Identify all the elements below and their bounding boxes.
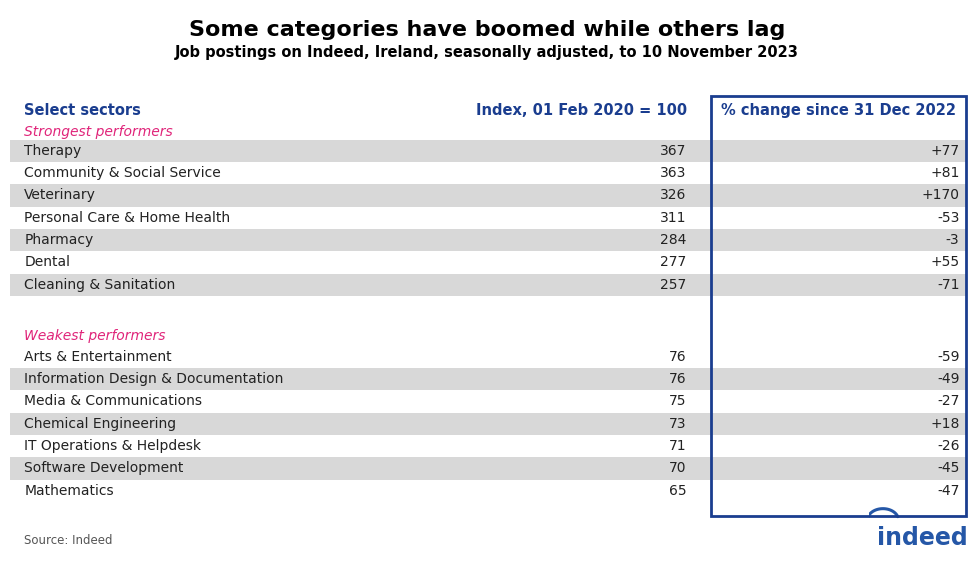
Text: IT Operations & Helpdesk: IT Operations & Helpdesk	[24, 439, 202, 453]
Text: indeed: indeed	[877, 526, 967, 550]
Text: Personal Care & Home Health: Personal Care & Home Health	[24, 211, 231, 225]
Text: Index, 01 Feb 2020 = 100: Index, 01 Feb 2020 = 100	[475, 103, 687, 118]
Text: Software Development: Software Development	[24, 461, 184, 476]
Text: 367: 367	[660, 144, 687, 158]
Text: Job postings on Indeed, Ireland, seasonally adjusted, to 10 November 2023: Job postings on Indeed, Ireland, seasona…	[175, 45, 799, 60]
Text: 65: 65	[669, 484, 687, 498]
Text: -47: -47	[937, 484, 959, 498]
Text: Weakest performers: Weakest performers	[24, 329, 166, 343]
Text: -49: -49	[937, 372, 959, 386]
Text: -3: -3	[946, 233, 959, 247]
Text: -26: -26	[937, 439, 959, 453]
Text: Cleaning & Sanitation: Cleaning & Sanitation	[24, 278, 175, 292]
Text: 75: 75	[669, 394, 687, 408]
Text: Veterinary: Veterinary	[24, 188, 96, 202]
Text: Pharmacy: Pharmacy	[24, 233, 94, 247]
Text: % change since 31 Dec 2022: % change since 31 Dec 2022	[721, 103, 956, 118]
Text: +170: +170	[921, 188, 959, 202]
Text: +77: +77	[930, 144, 959, 158]
Text: 257: 257	[660, 278, 687, 292]
Text: 73: 73	[669, 416, 687, 431]
Text: -53: -53	[937, 211, 959, 225]
Text: Arts & Entertainment: Arts & Entertainment	[24, 350, 172, 364]
Text: 76: 76	[669, 372, 687, 386]
Text: -59: -59	[937, 350, 959, 364]
Text: 284: 284	[660, 233, 687, 247]
Text: Select sectors: Select sectors	[24, 103, 141, 118]
Text: Chemical Engineering: Chemical Engineering	[24, 416, 176, 431]
Text: 70: 70	[669, 461, 687, 476]
Text: Source: Indeed: Source: Indeed	[24, 534, 113, 547]
Text: -27: -27	[937, 394, 959, 408]
Text: Therapy: Therapy	[24, 144, 82, 158]
Text: -45: -45	[937, 461, 959, 476]
Text: 76: 76	[669, 350, 687, 364]
Text: Community & Social Service: Community & Social Service	[24, 166, 221, 180]
Text: 311: 311	[660, 211, 687, 225]
Text: Mathematics: Mathematics	[24, 484, 114, 498]
Text: -71: -71	[937, 278, 959, 292]
Text: 277: 277	[660, 255, 687, 270]
Text: +55: +55	[930, 255, 959, 270]
Text: Some categories have boomed while others lag: Some categories have boomed while others…	[189, 20, 785, 40]
Text: Dental: Dental	[24, 255, 70, 270]
Text: 71: 71	[669, 439, 687, 453]
Text: Media & Communications: Media & Communications	[24, 394, 203, 408]
Text: Strongest performers: Strongest performers	[24, 125, 173, 139]
Text: +81: +81	[930, 166, 959, 180]
Text: +18: +18	[930, 416, 959, 431]
Text: 326: 326	[660, 188, 687, 202]
Text: 363: 363	[660, 166, 687, 180]
Text: Information Design & Documentation: Information Design & Documentation	[24, 372, 283, 386]
